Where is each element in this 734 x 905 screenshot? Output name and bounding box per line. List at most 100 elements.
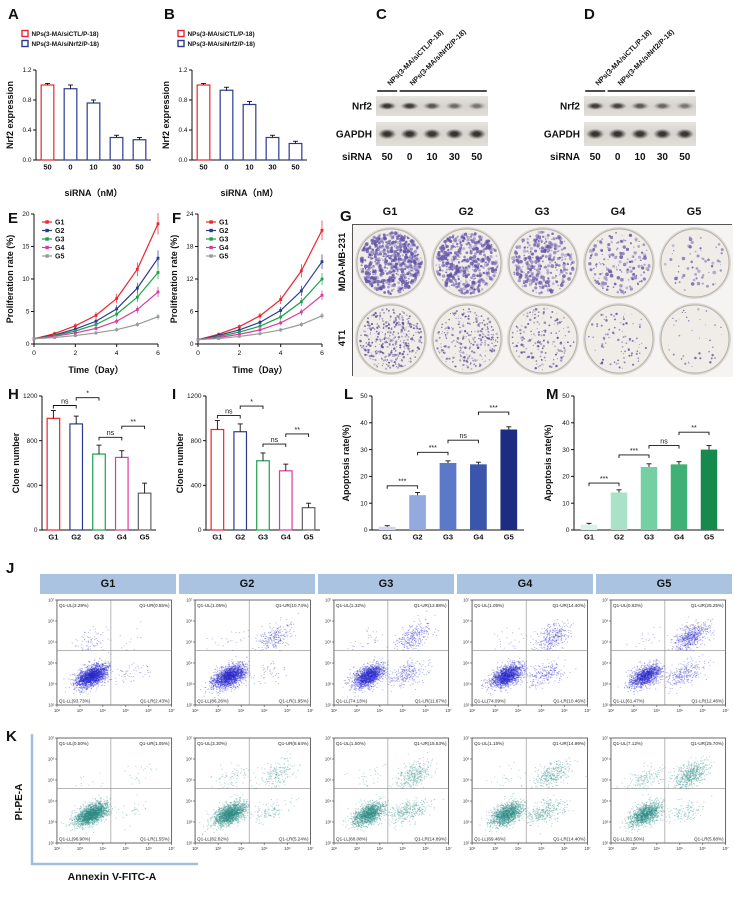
svg-text:50: 50 xyxy=(291,163,299,172)
flow-axis-bracket xyxy=(30,734,198,866)
flow-plot xyxy=(40,734,179,862)
svg-text:G1: G1 xyxy=(584,533,594,542)
svg-text:30: 30 xyxy=(657,152,669,163)
western-blot-panel-d: NPs(3-MA/siCTL/P-18) NPs(3-MA/siNrf2/P-18… xyxy=(526,4,732,202)
svg-text:G4: G4 xyxy=(281,533,292,542)
svg-text:0: 0 xyxy=(190,341,194,348)
svg-text:0.8: 0.8 xyxy=(22,97,31,104)
svg-text:50: 50 xyxy=(590,152,602,163)
svg-text:5: 5 xyxy=(26,309,30,316)
svg-text:12: 12 xyxy=(186,276,194,283)
svg-text:Nrf2: Nrf2 xyxy=(352,102,372,113)
blot-annotations: NPs(3-MA/siCTL/P-18)NPs(3-MA/siNrf2/P-18… xyxy=(336,27,487,163)
panel-label-g: G xyxy=(340,208,352,225)
svg-text:0: 0 xyxy=(196,350,200,357)
svg-text:ns: ns xyxy=(107,430,115,437)
flow-x-axis-label: Annexin V-FITC-A xyxy=(68,871,157,883)
svg-text:20: 20 xyxy=(562,474,570,481)
svg-text:50: 50 xyxy=(471,152,483,163)
svg-text:10: 10 xyxy=(634,152,646,163)
panel-label-f: F xyxy=(172,210,182,227)
panel-label-d: D xyxy=(584,6,595,23)
bar-chart-nrf2-expression-a: 0.0 0.4 0.8 1.2 50 0 10 30 50 Nrf2 expression siRN… xyxy=(5,29,151,198)
svg-text:0: 0 xyxy=(198,527,202,534)
svg-text:NPs(3-MA/siCTL/P-18): NPs(3-MA/siCTL/P-18) xyxy=(188,31,255,38)
svg-text:G1: G1 xyxy=(382,533,392,542)
svg-text:G4: G4 xyxy=(473,533,484,542)
blot-strip-gapdh xyxy=(376,122,488,146)
svg-text:G5: G5 xyxy=(140,533,150,542)
svg-text:400: 400 xyxy=(191,483,202,490)
svg-text:10: 10 xyxy=(89,163,97,172)
svg-text:GAPDH: GAPDH xyxy=(544,130,580,141)
flow-plot xyxy=(316,596,456,724)
svg-text:Proliferation rate (%): Proliferation rate (%) xyxy=(5,235,15,324)
svg-text:***: *** xyxy=(600,476,608,483)
panel-label-i: I xyxy=(172,386,177,403)
bar-chart-apoptosis-l: 0 10 20 30 40 50 G1 G2 G3 G4 G5 Apoptosis rate(%) **… xyxy=(341,393,524,542)
svg-text:Proliferation rate (%): Proliferation rate (%) xyxy=(169,235,179,324)
panel-label-j: J xyxy=(6,560,15,577)
svg-text:Apoptosis rate(%): Apoptosis rate(%) xyxy=(341,424,351,501)
colony-well xyxy=(657,301,733,377)
flow-axis-annotation: PI-PE-A Annexin V-FITC-A xyxy=(14,734,198,883)
colony-header-cell: G5 xyxy=(686,206,702,218)
svg-text:Time（Day）: Time（Day） xyxy=(68,365,123,375)
svg-text:40: 40 xyxy=(562,420,570,427)
svg-text:ns: ns xyxy=(61,398,69,405)
panel-label-m: M xyxy=(546,386,559,403)
svg-text:20: 20 xyxy=(360,474,368,481)
colony-formation-panel: G1 G2 G3 G4 G5 MDA-MB-231 4T1 xyxy=(336,206,734,378)
svg-text:50: 50 xyxy=(360,393,368,400)
svg-text:10: 10 xyxy=(562,500,570,507)
bar-chart-clone-number-h: 0 400 800 1200 G1 G2 G3 G4 G5 Clone number ns * ns ** xyxy=(11,390,156,542)
svg-text:G5: G5 xyxy=(219,253,228,260)
svg-text:***: *** xyxy=(429,445,437,452)
svg-text:6: 6 xyxy=(320,350,324,357)
svg-text:20: 20 xyxy=(22,211,30,218)
svg-text:10: 10 xyxy=(426,152,438,163)
svg-text:G2: G2 xyxy=(71,533,81,542)
panel-label-c: C xyxy=(376,6,387,23)
svg-text:10: 10 xyxy=(360,500,368,507)
colony-well xyxy=(505,225,581,301)
svg-text:G4: G4 xyxy=(117,533,128,542)
colony-well xyxy=(581,301,657,377)
svg-text:Nrf2: Nrf2 xyxy=(560,102,580,113)
svg-text:***: *** xyxy=(398,479,406,486)
blot-strip-nrf2 xyxy=(584,96,696,116)
flow-plot xyxy=(593,734,732,862)
svg-text:30: 30 xyxy=(562,447,570,454)
svg-text:0: 0 xyxy=(407,152,413,163)
svg-text:Nrf2 expression: Nrf2 expression xyxy=(5,81,15,149)
svg-text:4: 4 xyxy=(115,350,119,357)
flow-y-axis-label: PI-PE-A xyxy=(14,784,25,821)
panel-label-b: B xyxy=(164,6,175,23)
svg-text:***: *** xyxy=(630,448,638,455)
svg-text:1200: 1200 xyxy=(23,393,38,400)
svg-text:ns: ns xyxy=(660,438,668,445)
flow-cytometry-row-j xyxy=(40,596,732,724)
svg-text:G4: G4 xyxy=(674,533,685,542)
flow-header-cell: G5 xyxy=(596,574,732,594)
svg-text:800: 800 xyxy=(27,438,38,445)
panel-label-e: E xyxy=(8,210,19,227)
svg-text:G5: G5 xyxy=(304,533,314,542)
svg-text:50: 50 xyxy=(382,152,394,163)
western-blot-panel-c: NPs(3-MA/siCTL/P-18) NPs(3-MA/siNrf2/P-18… xyxy=(318,4,524,202)
svg-text:*: * xyxy=(250,399,253,406)
colony-header: G1 G2 G3 G4 G5 xyxy=(352,206,732,222)
svg-text:*: * xyxy=(86,390,89,397)
svg-text:40: 40 xyxy=(360,420,368,427)
svg-text:G1: G1 xyxy=(212,533,222,542)
colony-well xyxy=(429,301,505,377)
flow-plot xyxy=(178,734,317,862)
flow-header-cell: G4 xyxy=(457,574,593,594)
svg-text:***: *** xyxy=(490,405,498,412)
svg-text:ns: ns xyxy=(459,433,467,440)
svg-text:6: 6 xyxy=(156,350,160,357)
svg-text:G5: G5 xyxy=(504,533,514,542)
svg-text:siRNA: siRNA xyxy=(342,152,372,163)
